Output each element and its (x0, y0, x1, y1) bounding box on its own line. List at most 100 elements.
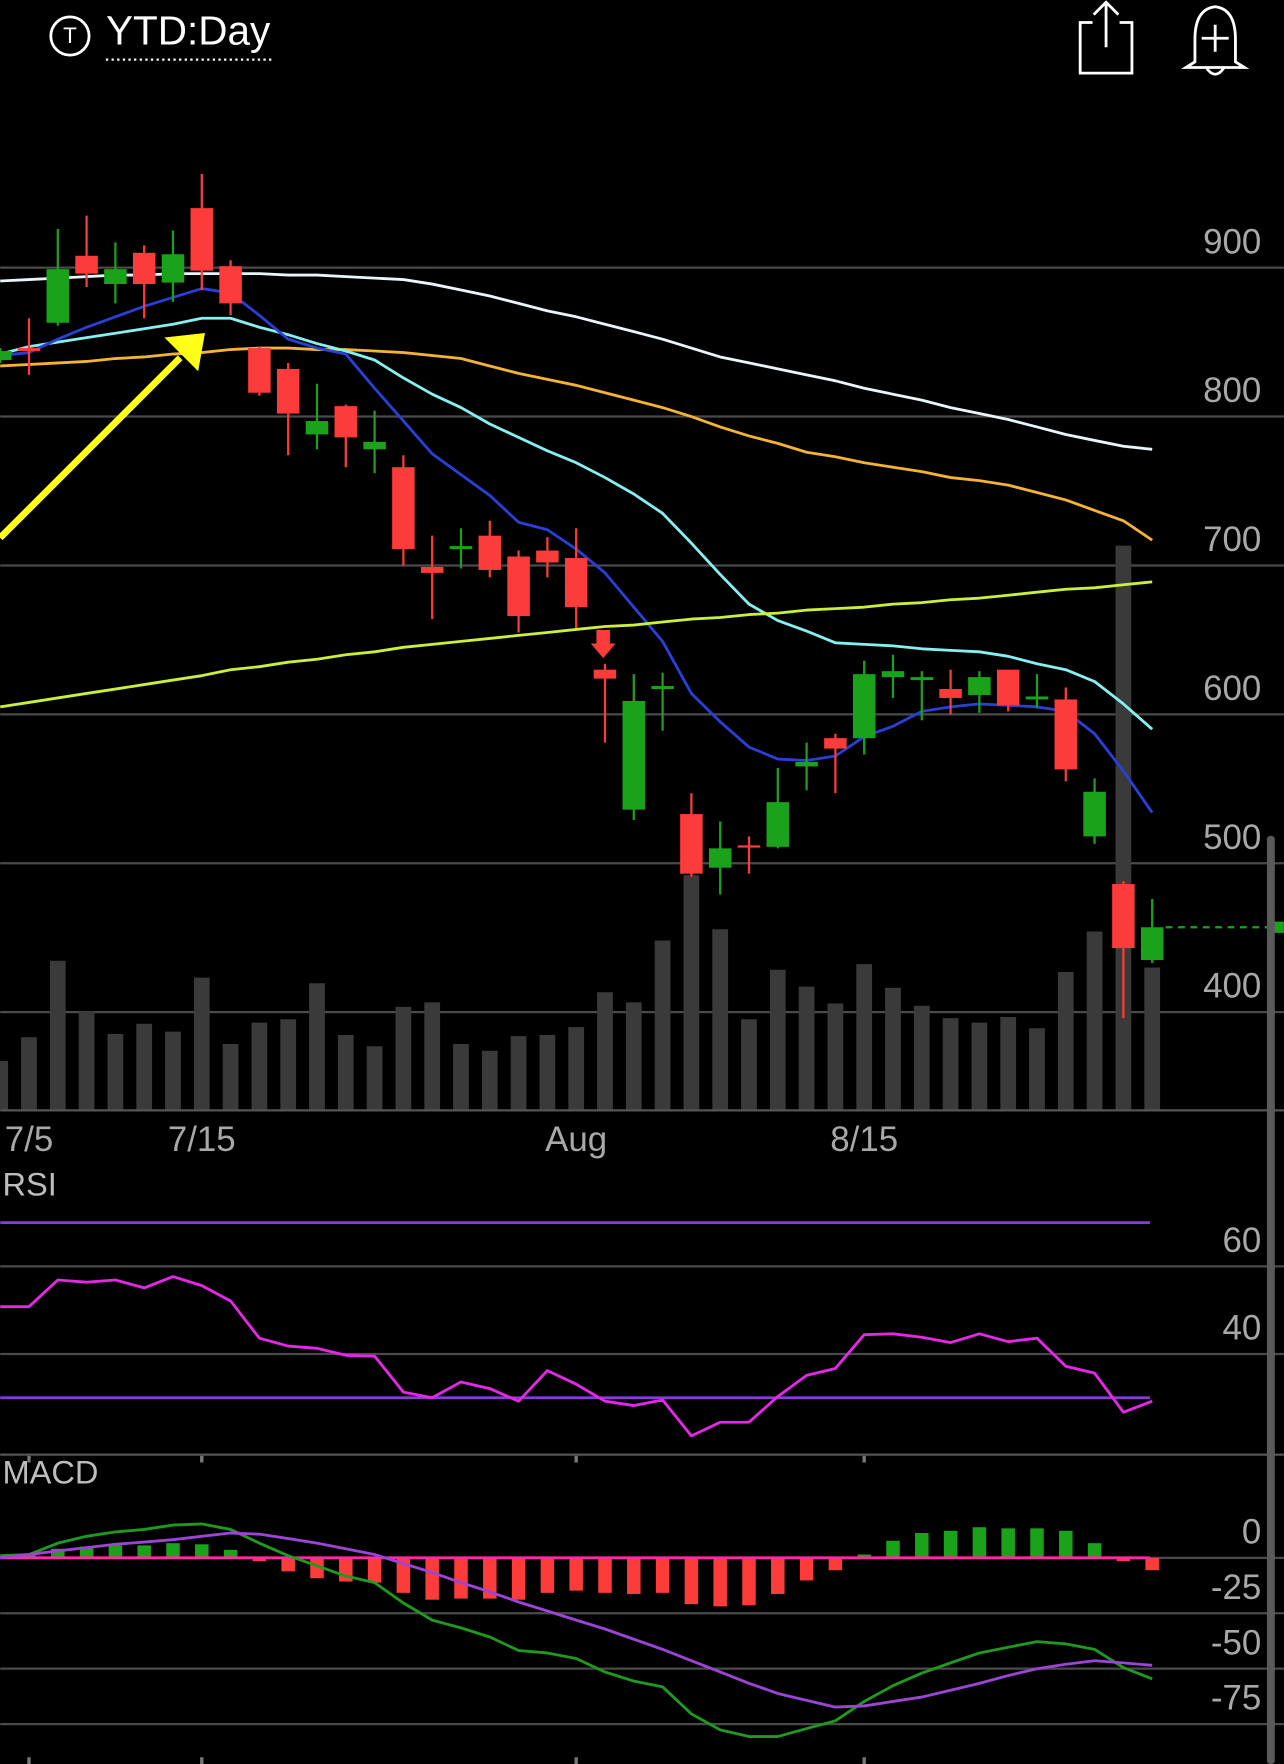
histogram-bar (281, 1557, 295, 1572)
moving-average-line (0, 580, 1153, 709)
candle-body (881, 671, 905, 678)
candle-body (46, 269, 70, 323)
y-tick-label: 0 (1242, 1512, 1261, 1551)
header: T YTD:Day (49, 0, 1250, 76)
histogram-bar (655, 1557, 670, 1593)
candle-body (507, 556, 530, 617)
volume-bar (1029, 1028, 1045, 1111)
histogram-bar (223, 1549, 238, 1558)
candle-body (680, 814, 703, 874)
volume-bar (913, 1005, 930, 1111)
candle-body (651, 686, 674, 690)
histogram-bar (857, 1554, 871, 1558)
rsi-line (0, 1275, 1153, 1438)
histogram-bar (511, 1557, 526, 1600)
volume-bar (942, 1018, 959, 1111)
annotation-arrow (0, 355, 183, 541)
volume-bar (625, 1002, 642, 1111)
histogram-bar (1030, 1528, 1044, 1558)
histogram-bar (684, 1557, 699, 1605)
volume-bar (1115, 545, 1132, 1111)
candle-body (132, 252, 156, 285)
volume-bar (654, 940, 671, 1111)
candle-body (449, 546, 473, 550)
signal-marker (590, 630, 616, 659)
x-tick-label: 7/5 (5, 1120, 53, 1159)
candle-body (564, 558, 588, 608)
y-tick-label: 60 (1223, 1221, 1262, 1260)
candle-body (276, 368, 300, 414)
y-tick-label: 800 (1203, 371, 1261, 410)
plot-area: 400 500 600 700 800 900 7/5 7/15 Aug 8/15 RSI 40 60 M… (0, 173, 1284, 1764)
candle-body (910, 677, 934, 681)
histogram-bar (166, 1543, 180, 1558)
candle-body (190, 208, 214, 271)
candle-body (968, 677, 991, 695)
y-tick-label: 500 (1203, 818, 1261, 857)
candle-body (1140, 927, 1164, 960)
candle-body (766, 802, 790, 847)
candle-body (161, 254, 185, 283)
candle-body (420, 566, 444, 573)
volume-bar (539, 1035, 556, 1111)
candle-body (939, 689, 962, 698)
histogram-bar (886, 1540, 900, 1558)
candle-body (1025, 696, 1049, 700)
volume-bar (1000, 1017, 1017, 1111)
histogram-bar (1116, 1557, 1131, 1562)
macd-line (0, 1522, 1153, 1738)
moving-average-line (0, 316, 1154, 731)
candle-body (737, 845, 761, 848)
histogram-bar (1087, 1543, 1102, 1558)
volume-bar (1086, 931, 1103, 1111)
histogram-bar (1001, 1528, 1015, 1558)
volume-bar (769, 969, 786, 1111)
volume-bar (453, 1044, 469, 1111)
volume-bar (222, 1044, 239, 1111)
volume-bar (78, 1011, 95, 1111)
period-selector[interactable]: YTD:Day (106, 7, 271, 53)
histogram-bar (943, 1530, 958, 1558)
candle-body (824, 738, 847, 749)
volume-bar (971, 1022, 988, 1111)
histogram-bar (828, 1557, 843, 1571)
candle-body (1112, 884, 1135, 949)
candle-body (622, 700, 646, 810)
x-tick-label: Aug (545, 1120, 607, 1159)
histogram-bar (22, 1554, 36, 1558)
candle-body (536, 550, 559, 563)
y-tick-label: -75 (1211, 1679, 1261, 1718)
candle-body (593, 669, 617, 679)
volume-bar (827, 1003, 844, 1111)
histogram-bar (252, 1557, 267, 1562)
ticker-icon[interactable] (49, 15, 91, 57)
alert-button[interactable] (1181, 5, 1250, 76)
volume-bar (395, 1006, 412, 1111)
y-tick-label: 600 (1203, 669, 1261, 708)
volume-bar (856, 964, 873, 1111)
y-tick-label: -25 (1211, 1568, 1261, 1607)
histogram-bar (1059, 1530, 1073, 1558)
histogram-bar (598, 1557, 612, 1593)
x-tick-label: 7/15 (168, 1120, 236, 1159)
y-tick-label: 700 (1203, 520, 1261, 559)
volume-bar (597, 992, 613, 1111)
last-price-marker (1272, 921, 1284, 933)
histogram-bar (627, 1557, 641, 1594)
volume-bar (1057, 972, 1074, 1111)
histogram-bar (569, 1557, 583, 1591)
histogram-bar (915, 1532, 929, 1558)
ticker-icon-letter: T (63, 23, 77, 48)
y-tick-label: 400 (1203, 967, 1261, 1006)
histogram-bar (799, 1557, 814, 1581)
candle-body (852, 674, 876, 739)
candle-body (75, 255, 98, 274)
scrollbar[interactable] (1266, 835, 1275, 1764)
histogram-bar (742, 1557, 756, 1606)
moving-average-line (0, 272, 1153, 451)
share-button[interactable] (1078, 0, 1134, 75)
candle-body (17, 348, 41, 352)
histogram-bar (79, 1546, 94, 1558)
